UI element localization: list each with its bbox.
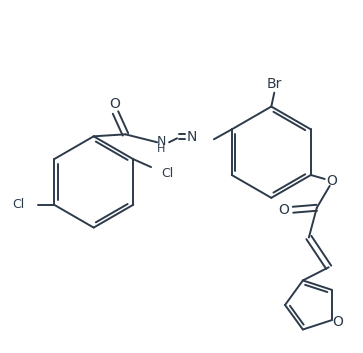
Text: Cl: Cl [12,198,25,211]
Text: Cl: Cl [161,167,173,180]
Text: O: O [279,203,289,217]
Text: Br: Br [266,77,282,91]
Text: N: N [156,135,166,148]
Text: O: O [326,174,337,188]
Text: O: O [109,97,120,110]
Text: N: N [187,130,197,144]
Text: H: H [157,144,165,154]
Text: O: O [332,315,343,329]
